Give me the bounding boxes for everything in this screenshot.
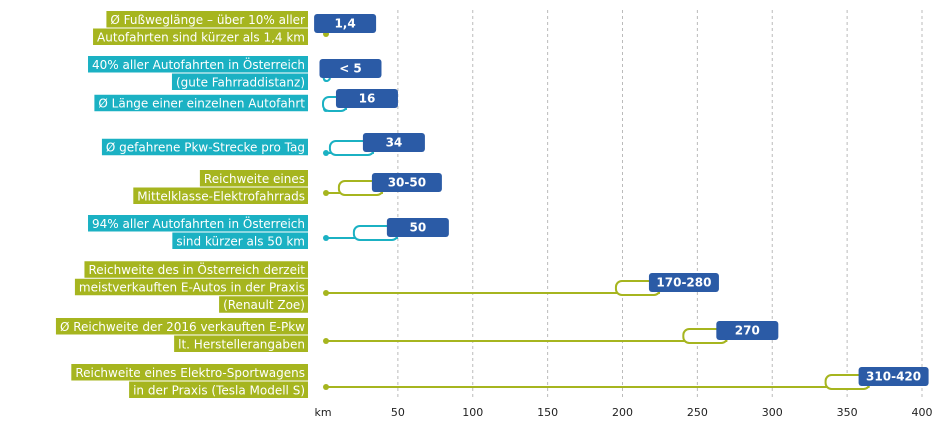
row-label: sind kürzer als 50 km bbox=[176, 234, 305, 248]
row-label: Reichweite des in Österreich derzeit bbox=[88, 261, 305, 277]
start-dot bbox=[323, 384, 329, 390]
row-label: 94% aller Autofahrten in Österreich bbox=[92, 215, 305, 231]
row-label: Ø Reichweite der 2016 verkauften E-Pkw bbox=[60, 320, 305, 334]
row-label-bg bbox=[101, 138, 308, 156]
row-label-bg bbox=[174, 335, 308, 352]
row-label: Autofahrten sind kürzer als 1,4 km bbox=[97, 30, 305, 44]
x-tick-label: 150 bbox=[537, 406, 558, 419]
row-label: Ø Fußweglänge – über 10% aller bbox=[110, 13, 305, 27]
row-label-bg bbox=[55, 318, 308, 335]
row-label-bg bbox=[199, 170, 308, 187]
start-dot bbox=[323, 290, 329, 296]
row-label: 40% aller Autofahrten in Österreich bbox=[92, 56, 305, 72]
row-label-bg bbox=[84, 261, 308, 278]
value-badge bbox=[858, 367, 929, 386]
x-axis-label: km bbox=[314, 406, 331, 419]
row-label: Mittelklasse-Elektrofahrrads bbox=[137, 189, 305, 203]
start-dot bbox=[323, 338, 329, 344]
row-label-bg bbox=[88, 215, 308, 232]
value-label: 1,4 bbox=[334, 17, 355, 31]
row-label-bg bbox=[74, 278, 308, 296]
row-label: lt. Herstellerangaben bbox=[178, 337, 305, 351]
value-badge bbox=[716, 321, 779, 340]
value-badge bbox=[386, 218, 449, 237]
value-label: 34 bbox=[386, 136, 403, 150]
row-label: (gute Fahrraddistanz) bbox=[176, 75, 305, 89]
row-label-bg bbox=[172, 232, 308, 249]
value-badge bbox=[314, 14, 377, 33]
row-label: (Renault Zoe) bbox=[223, 298, 305, 312]
x-tick-label: 400 bbox=[912, 406, 933, 419]
start-dot bbox=[323, 190, 329, 196]
row-label: Reichweite eines Elektro-Sportwagens bbox=[75, 366, 305, 380]
value-badge bbox=[319, 59, 382, 78]
row-label-bg bbox=[219, 296, 308, 313]
value-label: 310-420 bbox=[866, 370, 921, 384]
value-label: < 5 bbox=[339, 62, 362, 76]
row-label: meistverkauften E-Autos in der Praxis bbox=[79, 281, 305, 295]
row-label-bg bbox=[171, 73, 308, 90]
value-label: 30-50 bbox=[388, 176, 426, 190]
row-label: in der Praxis (Tesla Modell S) bbox=[133, 383, 305, 397]
x-tick-label: 100 bbox=[462, 406, 483, 419]
x-tick-label: 250 bbox=[687, 406, 708, 419]
value-badge bbox=[335, 89, 398, 108]
row-label-bg bbox=[71, 364, 308, 381]
row-label-bg bbox=[93, 28, 308, 45]
start-dot bbox=[323, 235, 329, 241]
row-label: Ø Länge einer einzelnen Autofahrt bbox=[98, 97, 305, 111]
row-label-bg bbox=[88, 56, 308, 73]
start-dot bbox=[323, 150, 329, 156]
row-label-bg bbox=[129, 381, 308, 398]
value-label: 50 bbox=[410, 221, 427, 235]
x-tick-label: 200 bbox=[612, 406, 633, 419]
row-label-bg bbox=[106, 11, 308, 28]
x-tick-label: 350 bbox=[837, 406, 858, 419]
x-tick-label: 50 bbox=[391, 406, 405, 419]
x-tick-label: 300 bbox=[762, 406, 783, 419]
value-label: 170-280 bbox=[656, 276, 711, 290]
row-label: Reichweite eines bbox=[204, 172, 305, 186]
value-badge bbox=[362, 133, 425, 152]
value-badge bbox=[371, 173, 442, 192]
value-label: 16 bbox=[359, 92, 376, 106]
value-badge bbox=[648, 273, 719, 292]
row-label: Ø gefahrene Pkw-Strecke pro Tag bbox=[106, 141, 305, 155]
value-label: 270 bbox=[735, 324, 760, 338]
row-label-bg bbox=[133, 187, 308, 204]
row-label-bg bbox=[94, 94, 308, 112]
